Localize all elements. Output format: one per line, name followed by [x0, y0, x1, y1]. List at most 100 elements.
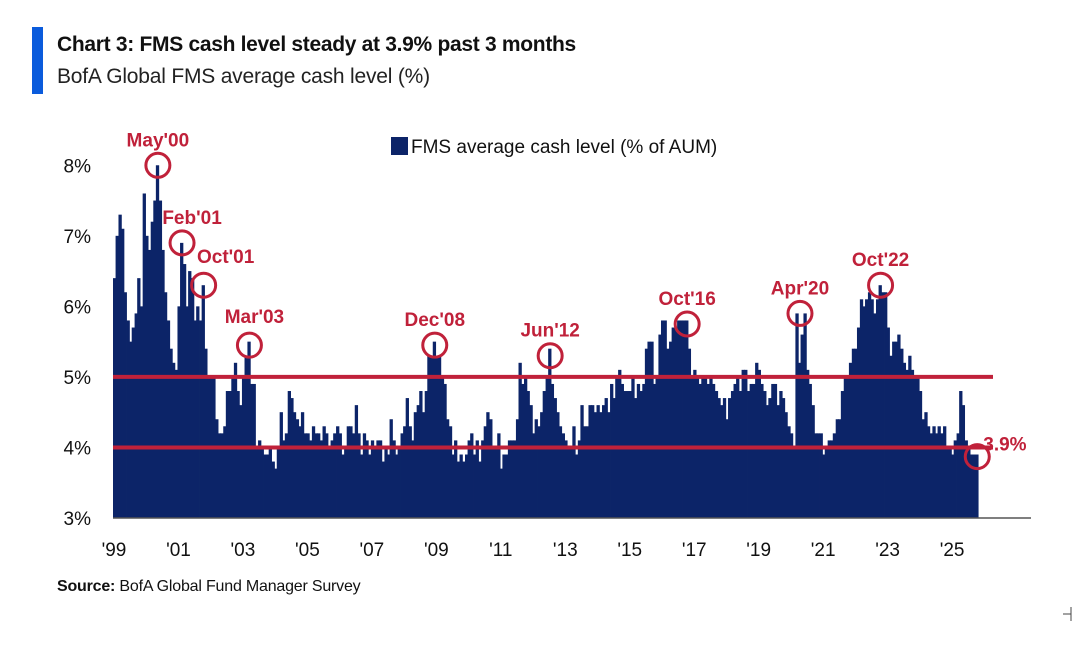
bar [357, 433, 361, 518]
bar [322, 426, 326, 518]
bar [381, 461, 385, 518]
bar [961, 405, 966, 518]
bar [437, 355, 442, 518]
bar [771, 383, 775, 518]
bar [838, 419, 842, 518]
bar [158, 200, 163, 519]
bar [730, 391, 735, 518]
bar [287, 391, 291, 518]
bar [564, 440, 568, 518]
x-tick-label: '25 [940, 540, 965, 561]
bar [486, 412, 490, 518]
bar [599, 412, 603, 518]
bar [295, 419, 300, 518]
bar [360, 454, 364, 518]
bar [400, 433, 404, 518]
bar [749, 383, 753, 518]
bar [182, 264, 187, 518]
bar [163, 292, 168, 518]
bar [306, 433, 310, 518]
bar [233, 362, 238, 518]
bar [223, 426, 227, 518]
bar [266, 454, 270, 518]
bar [405, 398, 409, 518]
bar [795, 313, 799, 518]
bar [596, 405, 600, 518]
bar [188, 271, 192, 518]
annotation-label: May'00 [127, 130, 190, 151]
source-note: Source: BofA Global Fund Manager Survey [57, 578, 361, 596]
annotation-circle [168, 229, 196, 257]
bar [956, 433, 960, 518]
bar [566, 447, 571, 518]
bar [719, 405, 724, 518]
bar [972, 454, 976, 518]
bar [505, 454, 509, 518]
bar [685, 320, 689, 518]
bar [717, 398, 721, 518]
bar [171, 362, 176, 518]
annotations: May'00 Feb'01 Oct'01 Mar'03 Dec'08 Jun'12 Oct'… [127, 130, 1027, 471]
bar [448, 426, 453, 518]
bar [300, 412, 305, 518]
bar [317, 433, 321, 518]
bar [572, 426, 576, 518]
bar [870, 299, 874, 518]
annotation-circle [673, 310, 701, 338]
bar [848, 362, 853, 518]
bar [803, 313, 807, 518]
annotation-circle [536, 342, 564, 370]
bar [776, 405, 780, 518]
bar [561, 433, 565, 518]
bar [534, 419, 538, 518]
bar [489, 419, 493, 518]
reference-lines [113, 374, 993, 450]
bar [378, 440, 383, 518]
bar [967, 447, 971, 518]
bar [550, 383, 555, 518]
bar [602, 405, 606, 518]
bar [806, 369, 810, 518]
bar [666, 348, 670, 518]
bar [943, 426, 947, 518]
bar [427, 355, 431, 518]
bar [279, 412, 283, 518]
bar [336, 426, 340, 518]
bar [169, 348, 173, 518]
annotation-circle [963, 443, 991, 471]
bar [830, 440, 834, 518]
bar [475, 440, 479, 518]
annotation-circle [190, 271, 218, 299]
bar [201, 285, 205, 518]
bar [220, 433, 224, 518]
bar [556, 412, 560, 518]
bar [862, 306, 866, 518]
bar [142, 193, 146, 519]
bar [303, 433, 308, 518]
y-tick-label: 6% [64, 297, 92, 318]
bar [577, 440, 582, 518]
bar [738, 391, 743, 518]
bar [789, 433, 794, 518]
annotation-circle [421, 331, 449, 359]
bar [867, 292, 872, 518]
bar [733, 383, 737, 518]
annotation-circle [786, 299, 814, 327]
bar [800, 334, 804, 518]
bar [483, 426, 487, 518]
bar [443, 383, 447, 518]
bar [908, 355, 912, 518]
bar [435, 355, 439, 518]
y-tick-label: 5% [64, 368, 92, 389]
bar [779, 391, 783, 518]
bar [569, 447, 574, 518]
x-tick-label: '05 [295, 540, 320, 561]
bar [497, 433, 501, 518]
bar [827, 440, 831, 518]
bar [150, 221, 154, 518]
annotation-label: Apr'20 [771, 278, 829, 299]
bar [768, 398, 772, 518]
chart-title: Chart 3: FMS cash level steady at 3.9% p… [57, 33, 576, 56]
bar [376, 440, 380, 518]
bar [548, 348, 552, 518]
